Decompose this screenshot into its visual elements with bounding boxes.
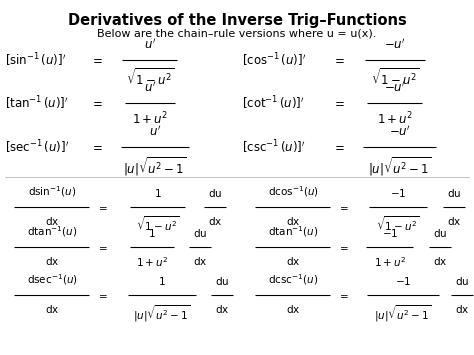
Text: Below are the chain–rule versions where u = u(x).: Below are the chain–rule versions where … [97,28,377,38]
Text: $\mathrm{dsin}^{-1}(u)$: $\mathrm{dsin}^{-1}(u)$ [28,184,76,199]
Text: $\mathrm{dx}$: $\mathrm{dx}$ [215,303,229,315]
Text: $\mathrm{dcsc}^{-1}(u)$: $\mathrm{dcsc}^{-1}(u)$ [268,272,318,287]
Text: $1$: $1$ [148,227,156,239]
Text: $[\tan^{-1}(u)]'$: $[\tan^{-1}(u)]'$ [5,94,69,112]
Text: $|u|\sqrt{u^2-1}$: $|u|\sqrt{u^2-1}$ [374,303,431,324]
Text: $=$: $=$ [96,202,108,212]
Text: $=$: $=$ [332,97,345,109]
Text: $\mathrm{dx}$: $\mathrm{dx}$ [286,303,300,315]
Text: $\mathrm{dx}$: $\mathrm{dx}$ [45,303,59,315]
Text: $\sqrt{1-u^2}$: $\sqrt{1-u^2}$ [371,68,419,89]
Text: $[\sin^{-1}(u)]'$: $[\sin^{-1}(u)]'$ [5,51,66,69]
Text: $=$: $=$ [337,242,348,252]
Text: $|u|\sqrt{u^2-1}$: $|u|\sqrt{u^2-1}$ [368,155,432,178]
Text: $1$: $1$ [158,275,166,287]
Text: $-u'$: $-u'$ [384,38,406,52]
Text: $1$: $1$ [154,187,162,199]
Text: $u'$: $u'$ [144,81,156,95]
Text: $-1$: $-1$ [390,187,406,199]
Text: $[\cos^{-1}(u)]'$: $[\cos^{-1}(u)]'$ [242,51,306,69]
Text: $[\sec^{-1}(u)]'$: $[\sec^{-1}(u)]'$ [5,138,69,156]
Text: $1+u^2$: $1+u^2$ [377,111,413,127]
Text: $1+u^2$: $1+u^2$ [136,255,168,269]
Text: $u'$: $u'$ [149,125,161,139]
Text: $\mathrm{dx}$: $\mathrm{dx}$ [45,215,59,227]
Text: $-1$: $-1$ [395,275,411,287]
Text: $\mathrm{dx}$: $\mathrm{dx}$ [286,255,300,267]
Text: $\mathrm{dx}$: $\mathrm{dx}$ [433,255,447,267]
Text: Derivatives of the Inverse Trig–Functions: Derivatives of the Inverse Trig–Function… [68,13,406,28]
Text: $\mathrm{dx}$: $\mathrm{dx}$ [455,303,469,315]
Text: $\mathrm{du}$: $\mathrm{du}$ [193,227,207,239]
Text: $\mathrm{dtan}^{-1}(u)$: $\mathrm{dtan}^{-1}(u)$ [268,224,318,239]
Text: $-u'$: $-u'$ [389,125,411,139]
Text: $=$: $=$ [332,54,345,66]
Text: $\mathrm{dx}$: $\mathrm{dx}$ [208,215,222,227]
Text: $|u|\sqrt{u^2-1}$: $|u|\sqrt{u^2-1}$ [134,303,191,324]
Text: $\mathrm{dcos}^{-1}(u)$: $\mathrm{dcos}^{-1}(u)$ [267,184,319,199]
Text: $\mathrm{du}$: $\mathrm{du}$ [447,187,461,199]
Text: $\mathrm{dx}$: $\mathrm{dx}$ [193,255,207,267]
Text: $\mathrm{dx}$: $\mathrm{dx}$ [45,255,59,267]
Text: $1+u^2$: $1+u^2$ [374,255,406,269]
Text: $=$: $=$ [90,54,103,66]
Text: $1+u^2$: $1+u^2$ [132,111,168,127]
Text: $\mathrm{du}$: $\mathrm{du}$ [208,187,222,199]
Text: $\sqrt{1-u^2}$: $\sqrt{1-u^2}$ [136,215,180,233]
Text: $[\cot^{-1}(u)]'$: $[\cot^{-1}(u)]'$ [242,94,305,112]
Text: $\mathrm{dx}$: $\mathrm{dx}$ [447,215,461,227]
Text: $u'$: $u'$ [144,38,156,52]
Text: $\mathrm{du}$: $\mathrm{du}$ [215,275,229,287]
Text: $-1$: $-1$ [382,227,398,239]
Text: $\mathrm{du}$: $\mathrm{du}$ [455,275,469,287]
Text: $\mathrm{du}$: $\mathrm{du}$ [433,227,447,239]
Text: $\mathrm{dx}$: $\mathrm{dx}$ [286,215,300,227]
Text: $\sqrt{1-u^2}$: $\sqrt{1-u^2}$ [376,215,420,233]
Text: $=$: $=$ [90,141,103,153]
Text: $=$: $=$ [90,97,103,109]
Text: $|u|\sqrt{u^2-1}$: $|u|\sqrt{u^2-1}$ [123,155,187,178]
Text: $=$: $=$ [332,141,345,153]
Text: $=$: $=$ [96,290,108,300]
Text: $\sqrt{1-u^2}$: $\sqrt{1-u^2}$ [126,68,174,89]
Text: $=$: $=$ [96,242,108,252]
Text: $\mathrm{dsec}^{-1}(u)$: $\mathrm{dsec}^{-1}(u)$ [27,272,77,287]
Text: $\mathrm{dtan}^{-1}(u)$: $\mathrm{dtan}^{-1}(u)$ [27,224,77,239]
Text: $=$: $=$ [337,290,348,300]
Text: $=$: $=$ [337,202,348,212]
Text: $[\csc^{-1}(u)]'$: $[\csc^{-1}(u)]'$ [242,138,306,156]
Text: $-u'$: $-u'$ [384,81,406,95]
